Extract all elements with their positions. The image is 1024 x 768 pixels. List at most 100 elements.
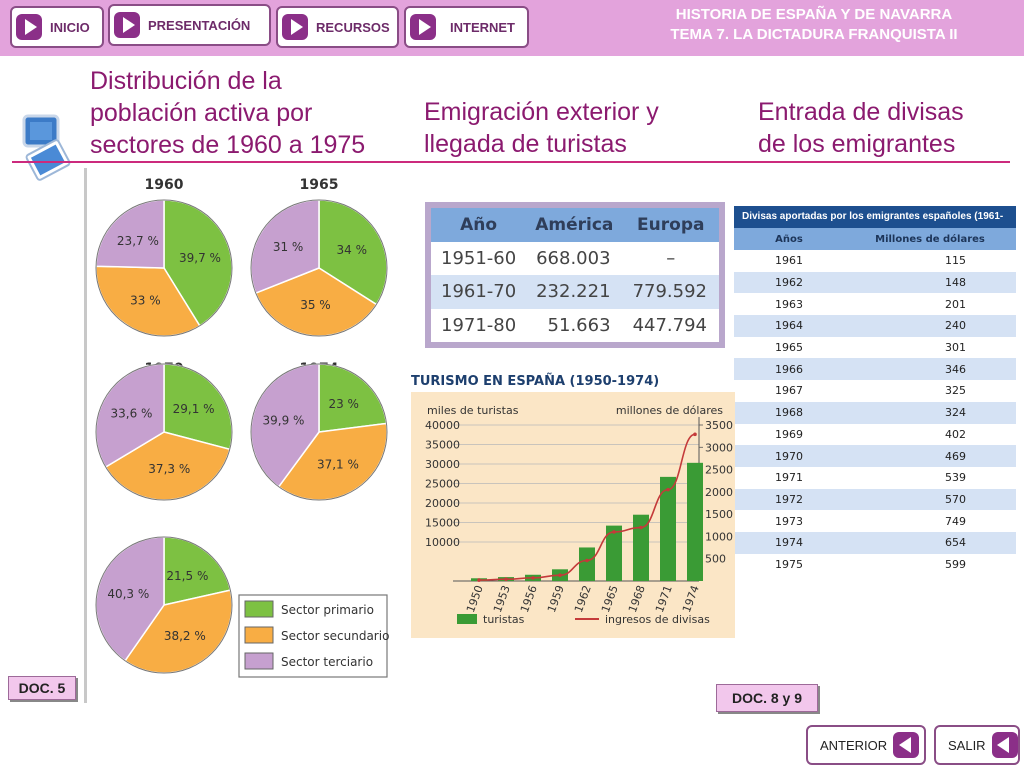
- y-tick-right: 2500: [705, 464, 733, 477]
- line-point: [585, 558, 589, 563]
- table-cell: 599: [945, 557, 966, 571]
- header-line1: HISTORIA DE ESPAÑA Y DE NAVARRA: [675, 6, 953, 23]
- pie-value-label: 39,9 %: [262, 413, 304, 427]
- doc5-label: DOC. 5: [8, 676, 76, 700]
- table-row: 1974 654: [734, 531, 1016, 554]
- chart-background: [411, 392, 735, 638]
- header-title: HISTORIA DE ESPAÑA Y DE NAVARRA TEMA 7. …: [634, 5, 994, 45]
- table-row: 1962 148: [734, 271, 1016, 294]
- play-icon: [114, 12, 140, 38]
- legend-label-ingresos: ingresos de divisas: [605, 613, 710, 626]
- table-cell: 539: [945, 471, 966, 485]
- y-tick-left: 20000: [425, 497, 460, 510]
- table-cell: 1974: [734, 531, 844, 554]
- table-cell: 148: [844, 271, 1016, 294]
- anterior-label: ANTERIOR: [820, 737, 888, 753]
- salir-label: SALIR: [948, 737, 986, 753]
- table-cell: 1951-60: [431, 242, 527, 276]
- table-row: 1966 346: [734, 358, 1016, 381]
- play-icon: [410, 14, 436, 40]
- table-row: 1964 240: [734, 315, 1016, 337]
- pie-value-label: 33 %: [130, 293, 161, 307]
- bar-turistas: [633, 514, 649, 581]
- pie-value-label: 40,3 %: [107, 587, 149, 601]
- back-arrow-icon: [893, 732, 920, 758]
- nav-inicio-label: INICIO: [50, 19, 90, 35]
- table-row: 1971-80 51.663 447.794: [431, 308, 719, 342]
- line-point: [666, 487, 670, 492]
- table-row: 1961 115: [734, 250, 1016, 272]
- table-row: 1971 539: [734, 467, 1016, 489]
- tourism-chart: miles de turistas millones de dólares 1000…: [411, 392, 735, 638]
- column-header: Europa: [622, 208, 719, 242]
- line-point: [693, 432, 697, 437]
- line-ingresos: [478, 433, 696, 581]
- table-cell: 1970: [734, 445, 844, 467]
- pie-value-label: 31 %: [273, 240, 304, 254]
- column-header: Años: [734, 228, 844, 250]
- table-cell: 1963: [775, 297, 803, 311]
- header-line2: TEMA 7. LA DICTADURA FRANQUISTA II: [670, 26, 958, 43]
- salir-button[interactable]: SALIR: [934, 725, 1020, 765]
- heading-divisas: Entrada de divisas de los emigrantes: [758, 98, 964, 158]
- pie-outline: [250, 199, 388, 337]
- legend-label-secundario: Sector secundario: [281, 629, 389, 643]
- table-cell: 654: [844, 531, 1016, 554]
- line-point: [612, 530, 616, 534]
- table-cell: 325: [945, 384, 966, 398]
- pie-value-label: 34 %: [337, 243, 368, 257]
- y-tick-right: 2000: [705, 486, 733, 499]
- back-arrow-icon: [991, 732, 1018, 758]
- legend-label-terciario: Sector terciario: [281, 655, 373, 669]
- table-cell: 301: [945, 341, 966, 355]
- nav-internet-label: INTERNET: [450, 19, 515, 35]
- table-cell: 1975: [775, 557, 803, 571]
- chart-title: TURISMO EN ESPAÑA (1950-1974): [411, 374, 660, 389]
- table-cell: 779.592: [622, 275, 719, 309]
- legend-swatch-primario: [244, 600, 274, 618]
- y-tick-left: 10000: [425, 536, 460, 549]
- line-point: [531, 576, 535, 580]
- table-row: 1975 599: [734, 554, 1016, 576]
- y-tick-left: 25000: [425, 478, 460, 491]
- table-cell: 1972: [734, 488, 844, 511]
- anterior-button[interactable]: ANTERIOR: [806, 725, 926, 765]
- line-point: [639, 525, 643, 530]
- column-header: Millones de dólares: [844, 228, 1016, 250]
- table-cell: 668.003: [526, 242, 623, 276]
- play-icon: [282, 14, 308, 40]
- bar-turistas: [579, 547, 595, 581]
- pie-value-label: 37,1 %: [317, 457, 359, 471]
- pie-outline: [250, 363, 388, 501]
- table-cell: –: [622, 242, 719, 276]
- table-cell: 232.221: [526, 275, 623, 309]
- table-cell: 240: [844, 315, 1016, 337]
- table-cell: 115: [945, 254, 966, 268]
- doc89-label: DOC. 8 y 9: [716, 684, 818, 712]
- table-row: 1963 201: [734, 293, 1016, 315]
- y-tick-left: 15000: [425, 517, 460, 530]
- nav-inicio-button[interactable]: INICIO: [10, 6, 104, 48]
- nav-internet-button[interactable]: INTERNET: [404, 6, 529, 48]
- heading-poblacion-activa: Distribución de la población activa por …: [90, 67, 366, 159]
- legend-label-primario: Sector primario: [281, 603, 374, 617]
- line-point: [477, 578, 481, 582]
- column-header: Año: [431, 208, 527, 242]
- y-tick-right: 3000: [705, 441, 733, 454]
- divisas-table-title: Divisas aportadas por los emigrantes esp…: [734, 206, 1016, 244]
- nav-recursos-button[interactable]: RECURSOS: [276, 6, 399, 48]
- pie-legend: Sector primario Sector secundario Sector t…: [238, 594, 389, 678]
- table-cell: 1966: [734, 358, 844, 381]
- pie-value-label: 29,1 %: [173, 402, 215, 416]
- emigration-table: Año América Europa 1951-60 668.003 – 196…: [431, 208, 719, 342]
- emigration-table-frame: Año América Europa 1951-60 668.003 – 196…: [425, 202, 725, 348]
- table-row: 1951-60 668.003 –: [431, 242, 719, 276]
- pie-value-label: 37,3 %: [148, 462, 190, 476]
- pie-value-label: 23 %: [328, 397, 359, 411]
- nav-presentacion-button[interactable]: PRESENTACIÓN: [108, 4, 271, 46]
- table-cell: 469: [844, 445, 1016, 467]
- table-row: 1973 749: [734, 510, 1016, 532]
- top-bar: INICIO PRESENTACIÓN RECURSOS INTERNET HI…: [0, 0, 1024, 56]
- pie-value-label: 21,5 %: [166, 569, 208, 583]
